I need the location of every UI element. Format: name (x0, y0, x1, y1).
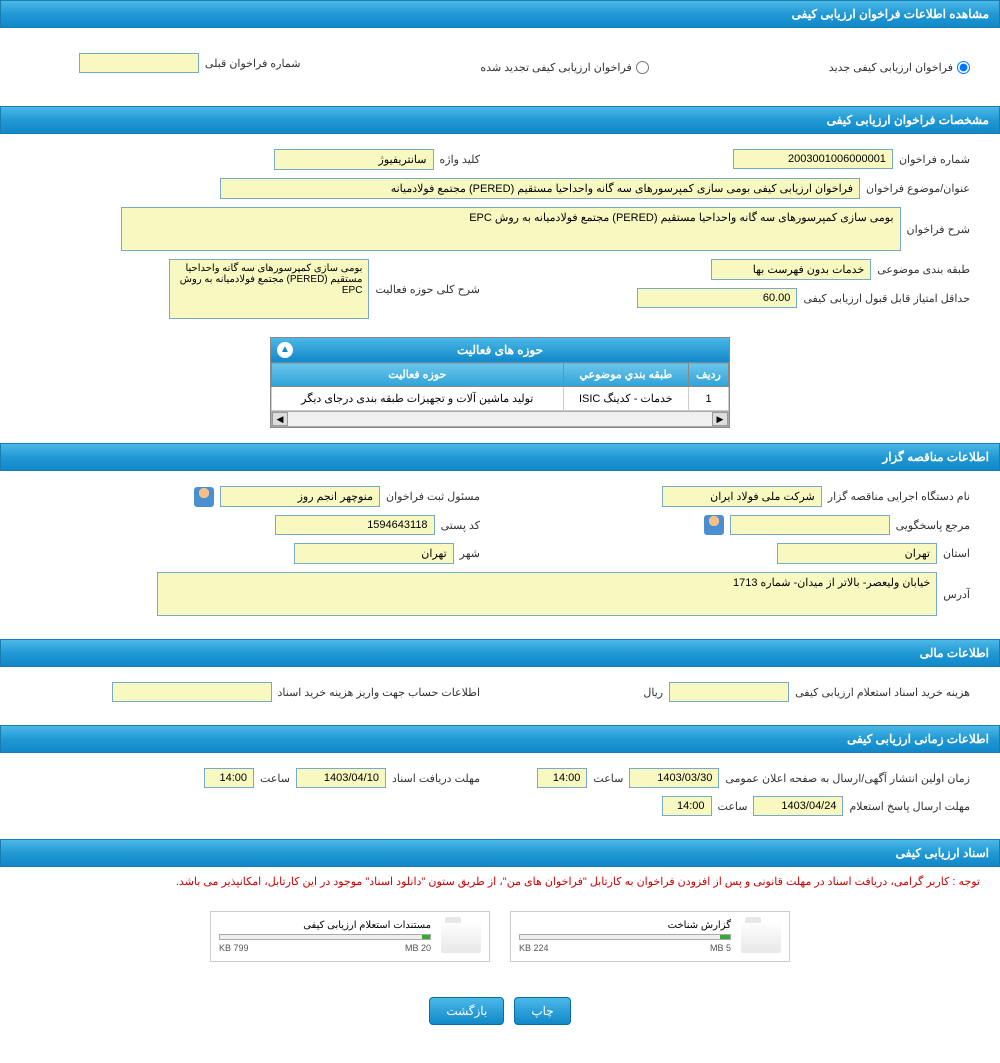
address-label: آدرس (943, 588, 970, 601)
number-field: 2003001006000001 (733, 149, 893, 169)
file1-size: 224 KB (519, 943, 549, 953)
city-label: شهر (460, 547, 480, 560)
table-scrollbar[interactable]: ▶ ◀ (271, 411, 729, 427)
back-button[interactable]: بازگشت (429, 997, 504, 1025)
folder-icon (441, 921, 481, 953)
file-box-2[interactable]: مستندات استعلام ارزیابی کیفی 20 MB 799 K… (210, 911, 490, 962)
radio-renewed-input[interactable] (636, 61, 649, 74)
resp-field (730, 515, 890, 535)
radio-renewed-label: فراخوان ارزیابی کیفی تجدید شده (480, 61, 631, 74)
time-word-2: ساعت (260, 772, 290, 785)
currency-label: ریال (643, 686, 663, 699)
prev-number-field (79, 53, 199, 73)
cost-label: هزینه خرید اسناد استعلام ارزیابی کیفی (795, 686, 970, 699)
province-field: تهران (777, 543, 937, 564)
title-label: عنوان/موضوع فراخوان (866, 182, 970, 195)
radio-renewed[interactable]: فراخوان ارزیابی کیفی تجدید شده (480, 61, 648, 74)
user-icon[interactable] (194, 487, 214, 507)
activity-desc-label: شرح کلی حوزه فعالیت (375, 283, 480, 296)
radio-new[interactable]: فراخوان ارزیابی کیفی جدید (829, 61, 970, 74)
th-row: ردیف (689, 363, 729, 387)
collapse-icon[interactable]: ▲ (277, 342, 293, 358)
note-text: توجه : کاربر گرامی، دریافت اسناد در مهلت… (0, 867, 1000, 896)
keyword-field: سانتریفیوژ (274, 149, 434, 170)
section-header-tenderer: اطلاعات مناقصه گزار (0, 443, 1000, 471)
file2-total: 20 MB (405, 943, 431, 953)
cell-area: تولید ماشین آلات و تجهیزات طبقه بندی درج… (272, 387, 564, 411)
table-row: 1 خدمات - کدینگ ISIC تولید ماشین آلات و … (272, 387, 729, 411)
radio-new-label: فراخوان ارزیابی کیفی جدید (829, 61, 953, 74)
reg-field: منوچهر انجم روز (220, 486, 380, 507)
user-icon[interactable] (704, 515, 724, 535)
min-score-label: حداقل امتیاز قابل قبول ارزیابی کیفی (803, 292, 970, 305)
progress-bar-1 (519, 934, 731, 940)
reg-label: مسئول ثبت فراخوان (386, 490, 480, 503)
publish-date: 1403/03/30 (629, 768, 719, 788)
file-box-1[interactable]: گزارش شناخت 5 MB 224 KB (510, 911, 790, 962)
section-header-finance: اطلاعات مالی (0, 639, 1000, 667)
print-button[interactable]: چاپ (514, 997, 570, 1025)
activity-table-title-text: حوزه های فعالیت (457, 343, 543, 357)
section-header-timing: اطلاعات زمانی ارزیابی کیفی (0, 725, 1000, 753)
title-field: فراخوان ارزیابی کیفی بومی سازی کمپرسورها… (220, 178, 860, 199)
time-word-1: ساعت (593, 772, 623, 785)
section-header-specs: مشخصات فراخوان ارزیابی کیفی (0, 106, 1000, 134)
scroll-left-icon[interactable]: ◀ (272, 412, 288, 426)
category-label: طبقه بندی موضوعی (877, 263, 970, 276)
file1-total: 5 MB (710, 943, 731, 953)
section-header-docs: اسناد ارزیابی کیفی (0, 839, 1000, 867)
reply-label: مهلت ارسال پاسخ استعلام (849, 800, 970, 813)
publish-time: 14:00 (537, 768, 587, 788)
scroll-track[interactable] (288, 412, 712, 426)
th-area: حوزه فعالیت (272, 363, 564, 387)
resp-label: مرجع پاسخگویی (896, 519, 970, 532)
org-field: شرکت ملی فولاد ایران (662, 486, 822, 507)
city-field: تهران (294, 543, 454, 564)
postal-field: 1594643118 (275, 515, 435, 535)
section-header-view: مشاهده اطلاعات فراخوان ارزیابی کیفی (0, 0, 1000, 28)
receive-label: مهلت دریافت اسناد (392, 772, 480, 785)
radio-new-input[interactable] (957, 61, 970, 74)
desc-label: شرح فراخوان (907, 223, 970, 236)
file1-name: گزارش شناخت (519, 920, 731, 931)
desc-field: بومی سازی کمپرسورهای سه گانه واحداحیا مس… (121, 207, 901, 251)
org-label: نام دستگاه اجرایی مناقصه گزار (828, 490, 970, 503)
category-field: خدمات بدون فهرست بها (711, 259, 871, 280)
th-category: طبقه بندي موضوعي (563, 363, 688, 387)
progress-bar-2 (219, 934, 431, 940)
province-label: استان (943, 547, 970, 560)
receive-date: 1403/04/10 (296, 768, 386, 788)
address-field: خیابان ولیعصر- بالاتر از میدان- شماره 17… (157, 572, 937, 616)
activity-desc-field: بومی سازی کمپرسورهای سه گانه واحداحیا مس… (169, 259, 369, 319)
cell-n: 1 (689, 387, 729, 411)
account-label: اطلاعات حساب جهت واریز هزینه خرید اسناد (278, 686, 480, 699)
number-label: شماره فراخوان (899, 153, 970, 166)
prev-number-label: شماره فراخوان قبلی (205, 57, 301, 70)
reply-date: 1403/04/24 (753, 796, 843, 816)
file2-name: مستندات استعلام ارزیابی کیفی (219, 920, 431, 931)
reply-time: 14:00 (662, 796, 712, 816)
account-field (112, 682, 272, 702)
scroll-right-icon[interactable]: ▶ (712, 412, 728, 426)
cost-field (669, 682, 789, 702)
time-word-3: ساعت (718, 800, 748, 813)
activity-table-title: حوزه های فعالیت ▲ (271, 338, 729, 362)
receive-time: 14:00 (204, 768, 254, 788)
postal-label: کد پستی (441, 519, 480, 532)
activity-table: حوزه های فعالیت ▲ ردیف طبقه بندي موضوعي … (270, 337, 730, 428)
cell-cat: خدمات - کدینگ ISIC (563, 387, 688, 411)
min-score-field: 60.00 (637, 288, 797, 308)
publish-label: زمان اولین انتشار آگهی/ارسال به صفحه اعل… (725, 772, 970, 785)
file2-size: 799 KB (219, 943, 249, 953)
keyword-label: کلید واژه (440, 153, 480, 166)
folder-icon (741, 921, 781, 953)
